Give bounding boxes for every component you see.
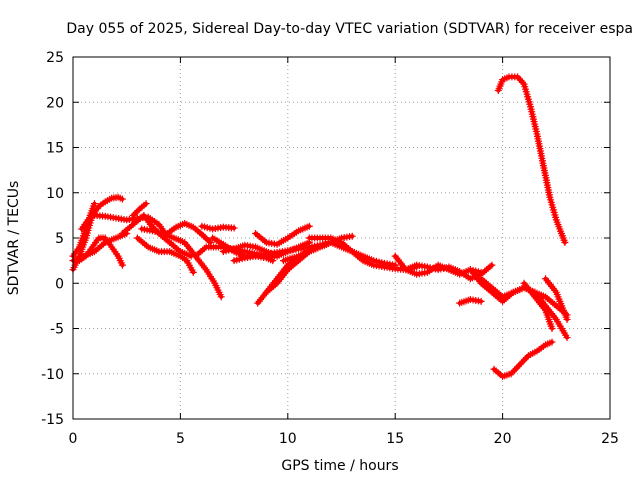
data-point bbox=[134, 207, 142, 215]
series-arc-29 bbox=[494, 73, 569, 247]
series-arc-30 bbox=[490, 338, 556, 380]
series-arc-26 bbox=[477, 275, 571, 342]
data-point bbox=[198, 230, 206, 238]
y-tick-label: 20 bbox=[46, 95, 64, 111]
data-point bbox=[477, 297, 485, 305]
x-tick-label: 25 bbox=[601, 431, 619, 447]
series-arc-8 bbox=[133, 234, 197, 276]
y-tick-label: -10 bbox=[41, 367, 64, 383]
data-point bbox=[348, 232, 356, 240]
x-tick-label: 15 bbox=[386, 431, 404, 447]
chart-title: Day 055 of 2025, Sidereal Day-to-day VTE… bbox=[66, 21, 633, 37]
series-arc-7 bbox=[129, 200, 150, 219]
y-tick-label: 10 bbox=[46, 186, 64, 202]
data-point bbox=[561, 239, 569, 247]
y-tick-label: -5 bbox=[50, 322, 64, 338]
data-point bbox=[563, 334, 571, 342]
series-arc-21 bbox=[327, 239, 399, 269]
data-point bbox=[189, 268, 197, 276]
data-point bbox=[205, 237, 213, 245]
plot-frame bbox=[72, 56, 611, 420]
y-tick-label: 15 bbox=[46, 141, 64, 157]
series-arc-27 bbox=[520, 279, 556, 332]
data-point bbox=[90, 200, 98, 208]
data-point bbox=[118, 261, 126, 269]
x-tick-label: 10 bbox=[279, 431, 297, 447]
y-tick-label: 25 bbox=[46, 50, 64, 66]
series-arc-2 bbox=[69, 200, 98, 260]
series-arc-11 bbox=[198, 222, 238, 233]
data-point bbox=[203, 235, 211, 243]
data-point bbox=[129, 211, 137, 219]
series-arc-5 bbox=[69, 229, 131, 265]
data-point bbox=[563, 315, 571, 323]
data-point bbox=[142, 200, 150, 208]
series-arc-24 bbox=[456, 296, 485, 307]
data-point bbox=[305, 222, 313, 230]
data-point bbox=[548, 325, 556, 332]
data-point bbox=[201, 234, 209, 242]
data-point bbox=[391, 261, 399, 269]
data-point bbox=[269, 257, 277, 265]
axis-ticks: 0 5 10 15 20 25 -15 -10 -5 0 5 10 15 20 25 bbox=[41, 50, 619, 447]
data-point bbox=[217, 293, 225, 301]
x-tick-label: 5 bbox=[176, 431, 185, 447]
data-point bbox=[132, 208, 140, 216]
data-marks bbox=[69, 73, 571, 380]
x-tick-label: 0 bbox=[69, 431, 78, 447]
y-axis-label: SDTVAR / TECUs bbox=[6, 181, 22, 296]
series-arc-28 bbox=[542, 275, 571, 323]
series-arc-15 bbox=[252, 222, 313, 248]
data-point bbox=[230, 224, 238, 232]
series-arc-23 bbox=[402, 261, 496, 283]
data-point bbox=[118, 195, 126, 203]
x-axis-label: GPS time / hours bbox=[281, 458, 398, 474]
data-point bbox=[200, 232, 208, 240]
data-point bbox=[548, 338, 556, 346]
y-tick-label: 0 bbox=[55, 276, 64, 292]
y-tick-label: 5 bbox=[55, 231, 64, 247]
data-point bbox=[206, 239, 214, 247]
series-line bbox=[468, 267, 570, 317]
x-tick-label: 20 bbox=[494, 431, 512, 447]
series-arc-10 bbox=[164, 220, 214, 247]
data-point bbox=[488, 261, 496, 269]
y-tick-label: -15 bbox=[41, 412, 64, 428]
data-point bbox=[131, 210, 139, 218]
